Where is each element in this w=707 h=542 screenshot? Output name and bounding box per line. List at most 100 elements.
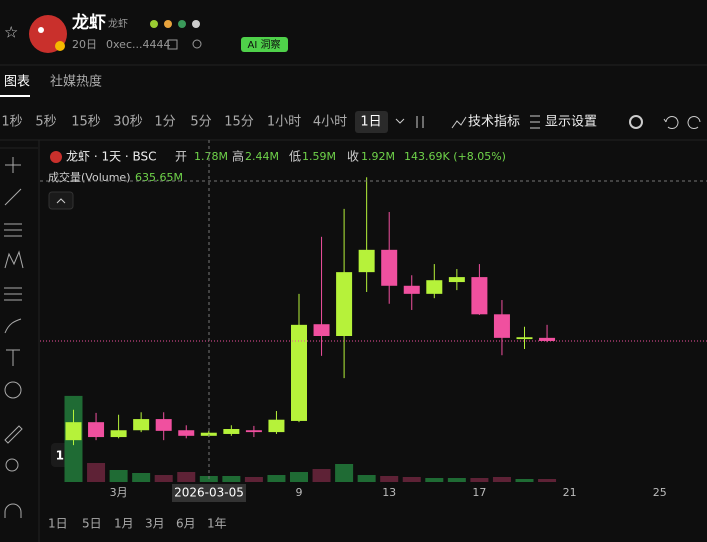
volume-value: 635.65M bbox=[135, 171, 183, 184]
tab[interactable]: 社媒热度 bbox=[50, 74, 102, 90]
tab-active[interactable]: 图表 bbox=[4, 75, 30, 90]
volume-bar bbox=[538, 479, 557, 482]
volume-bar bbox=[515, 479, 534, 482]
x-tick-label: 21 bbox=[563, 486, 577, 499]
candle-body bbox=[223, 429, 240, 434]
candle-body bbox=[178, 430, 195, 436]
date-range[interactable]: 6月 bbox=[176, 517, 196, 531]
collapse-icon[interactable] bbox=[56, 198, 66, 204]
undo-icon[interactable] bbox=[663, 116, 679, 129]
fib-tool[interactable] bbox=[4, 223, 22, 237]
candle-body bbox=[426, 280, 443, 294]
redo-icon[interactable] bbox=[687, 116, 701, 129]
legend-value: 1.78M bbox=[194, 150, 228, 163]
icon[interactable] bbox=[178, 20, 186, 28]
volume-bar bbox=[154, 475, 173, 482]
crosshair-tool[interactable] bbox=[5, 157, 21, 173]
x-tick-label: 13 bbox=[382, 486, 396, 499]
emoji-tool[interactable] bbox=[4, 381, 22, 399]
interval-button[interactable]: 5分 bbox=[190, 115, 211, 130]
plot bbox=[64, 177, 557, 482]
candle-body bbox=[88, 422, 105, 438]
legend-label: 高 bbox=[232, 149, 244, 164]
volume-bar bbox=[177, 472, 196, 482]
interval-button[interactable]: 15分 bbox=[224, 115, 254, 130]
chain-badge bbox=[55, 41, 65, 51]
volume-bar bbox=[312, 469, 331, 482]
candle-body bbox=[313, 324, 330, 336]
ai-badge-text[interactable]: AI 洞察 bbox=[248, 38, 281, 51]
interval-button[interactable]: 5秒 bbox=[35, 115, 56, 130]
dropdown-icon[interactable] bbox=[395, 118, 405, 124]
indicator-icon[interactable] bbox=[451, 116, 467, 129]
pattern-tool[interactable] bbox=[4, 250, 24, 269]
indicators-button[interactable]: 技术指标 bbox=[468, 115, 520, 130]
candle-body bbox=[155, 419, 172, 431]
volume-bar bbox=[267, 475, 286, 482]
token-name: 龙虾 bbox=[71, 12, 106, 33]
legend-change: 143.69K (+8.05%) bbox=[404, 150, 506, 163]
legend-value: 1.92M bbox=[361, 150, 395, 163]
measure-tool[interactable] bbox=[4, 287, 22, 301]
copy-icon[interactable] bbox=[167, 39, 178, 50]
icon[interactable] bbox=[164, 20, 172, 28]
brush-tool[interactable] bbox=[4, 318, 22, 334]
legend-title: 龙虾 · 1天 · BSC bbox=[66, 150, 157, 164]
age: 20日 bbox=[72, 38, 97, 51]
volume-bar bbox=[402, 476, 421, 482]
volume-bar bbox=[109, 470, 128, 482]
x-tick-label: 3月 bbox=[110, 486, 128, 499]
candle-body bbox=[291, 324, 307, 421]
icon[interactable] bbox=[150, 20, 158, 28]
gear-icon[interactable] bbox=[629, 115, 643, 129]
interval-button[interactable]: 4小时 bbox=[313, 115, 347, 130]
line-tool[interactable] bbox=[4, 188, 22, 206]
text-tool[interactable] bbox=[6, 349, 20, 366]
x-tick-label: 25 bbox=[653, 486, 667, 499]
candle-body bbox=[403, 285, 420, 294]
candle-body bbox=[381, 249, 398, 286]
ai-badge[interactable] bbox=[241, 37, 288, 52]
legend-label: 低 bbox=[289, 150, 301, 164]
candle-body bbox=[110, 430, 127, 438]
interval-button[interactable]: 1分 bbox=[154, 115, 175, 130]
volume-bar bbox=[87, 463, 106, 482]
settings-icon[interactable] bbox=[530, 115, 540, 129]
volume-bar bbox=[380, 476, 399, 482]
x-tick-label: 9 bbox=[296, 486, 303, 499]
search-icon[interactable] bbox=[192, 39, 202, 49]
volume-bar bbox=[132, 473, 151, 482]
date-range[interactable]: 1月 bbox=[114, 517, 134, 531]
interval-button[interactable]: 1日 bbox=[360, 115, 381, 130]
date-range[interactable]: 5日 bbox=[82, 517, 102, 531]
candle-body bbox=[539, 337, 556, 341]
settings-button[interactable]: 显示设置 bbox=[545, 115, 597, 130]
candle-body bbox=[358, 249, 375, 273]
magnet-tool[interactable] bbox=[4, 503, 22, 518]
zoom-tool[interactable] bbox=[5, 458, 19, 472]
drawing-tools bbox=[4, 157, 24, 518]
candle-body bbox=[268, 419, 285, 433]
ruler-tool[interactable] bbox=[4, 425, 23, 444]
date-range[interactable]: 1年 bbox=[207, 517, 227, 531]
date-range[interactable]: 1日 bbox=[48, 517, 68, 531]
interval-button[interactable]: 1秒 bbox=[1, 115, 22, 130]
date-range[interactable]: 3月 bbox=[145, 517, 165, 531]
address[interactable]: 0xec...4444 bbox=[106, 38, 170, 51]
interval-button[interactable]: 1小时 bbox=[267, 115, 301, 130]
star-icon[interactable]: ☆ bbox=[4, 23, 18, 42]
volume-bar bbox=[290, 472, 308, 482]
candle-body bbox=[133, 419, 150, 431]
icon[interactable] bbox=[192, 20, 200, 28]
collapse-button[interactable] bbox=[48, 191, 74, 210]
candle-body bbox=[336, 272, 353, 336]
legend-value: 1.59M bbox=[302, 150, 336, 163]
chart-type-icon[interactable] bbox=[416, 116, 424, 128]
interval-selected bbox=[355, 111, 388, 133]
interval-button[interactable]: 30秒 bbox=[113, 115, 143, 130]
volume-bar bbox=[470, 478, 489, 482]
interval-button[interactable]: 15秒 bbox=[71, 115, 101, 130]
